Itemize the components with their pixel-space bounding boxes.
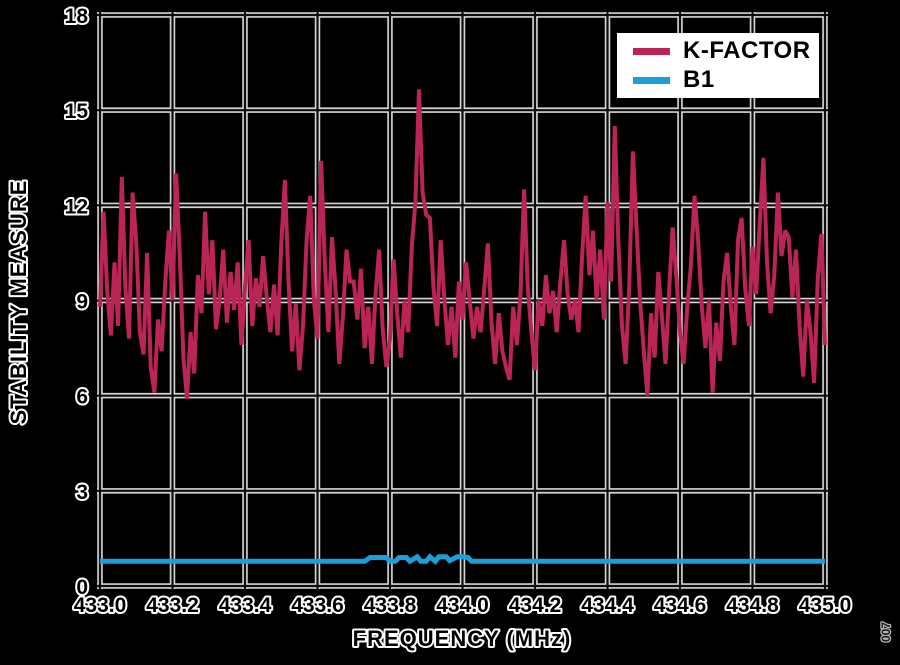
kfactor-swatch — [633, 47, 670, 55]
y-tick-label: 0 — [76, 576, 88, 599]
x-tick-label: 435.0 — [799, 594, 852, 617]
kfactor-label: K-FACTOR — [683, 37, 811, 64]
x-tick-label: 433.4 — [219, 594, 272, 617]
y-tick-label: 6 — [76, 386, 88, 409]
series-k-factor — [98, 89, 827, 399]
y-tick-label: 18 — [65, 5, 89, 28]
legend-item-b1: B1 — [633, 67, 819, 93]
y-tick-label: 12 — [65, 195, 88, 218]
y-axis-title: STABILITY MEASURE — [6, 180, 31, 425]
legend: K-FACTOR B1 — [617, 33, 819, 98]
x-axis-title: FREQUENCY (MHz) — [353, 626, 572, 651]
x-tick-label: 434.0 — [436, 594, 489, 617]
x-tick-label: 434.8 — [726, 594, 779, 617]
x-tick-label: 433.2 — [146, 594, 199, 617]
b1-swatch — [633, 76, 670, 84]
b1-label: B1 — [683, 66, 715, 93]
y-tick-label: 3 — [76, 481, 88, 504]
series-b1 — [100, 553, 825, 565]
x-tick-label: 434.6 — [654, 594, 707, 617]
y-tick-label: 15 — [65, 100, 89, 123]
x-tick-label: 433.0 — [74, 594, 127, 617]
legend-item-kfactor: K-FACTOR — [633, 38, 819, 64]
y-tick-label: 9 — [76, 291, 88, 314]
x-tick-label: 434.2 — [509, 594, 562, 617]
x-tick-label: 433.6 — [291, 594, 344, 617]
x-tick-label: 434.4 — [581, 594, 634, 617]
x-tick-label: 433.8 — [364, 594, 417, 617]
figure-number: 007 — [879, 622, 893, 642]
